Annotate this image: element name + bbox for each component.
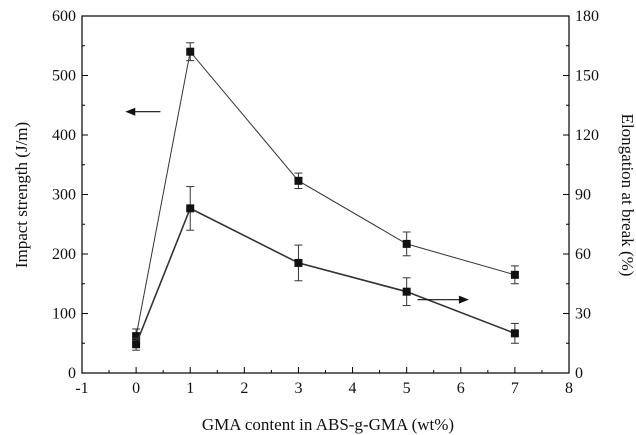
x-axis-title: GMA content in ABS-g-GMA (wt%) [202, 415, 454, 434]
right-y-tick-label: 30 [575, 306, 591, 323]
ticks: -1 0 1 2 3 4 5 6 7 801002003004005006000306090120… [52, 8, 599, 397]
x-tick-label: -1 [75, 380, 88, 397]
left-y-tick-label: 300 [52, 187, 76, 204]
data-point-left [510, 270, 519, 279]
right-y-axis-title: Elongation at break (%) [618, 114, 636, 277]
series-layer [132, 42, 519, 351]
axes [81, 15, 570, 374]
x-tick-label: 8 [565, 380, 573, 397]
data-point-left [186, 47, 195, 56]
data-point-right [402, 287, 411, 296]
right-arrowhead [458, 295, 469, 304]
data-point-left [402, 239, 411, 248]
x-tick-label: 6 [457, 380, 465, 397]
axis-indicator-arrows [125, 107, 469, 304]
series-line-right [135, 207, 516, 345]
right-y-tick-label: 0 [575, 365, 583, 382]
x-tick-label: 7 [511, 380, 519, 397]
x-tick-label: 0 [132, 380, 140, 397]
left-y-tick-label: 200 [52, 246, 76, 263]
data-point-right [510, 329, 519, 338]
x-tick-label: 2 [240, 380, 248, 397]
x-tick-label: 1 [186, 380, 194, 397]
left-y-axis-title: Impact strength (J/m) [12, 122, 31, 268]
left-y-tick-label: 600 [52, 8, 76, 25]
right-y-tick-label: 180 [575, 8, 599, 25]
left-y-tick-label: 100 [52, 306, 76, 323]
x-tick-label: 3 [294, 380, 302, 397]
left-y-tick-label: 500 [52, 68, 76, 85]
data-point-right [186, 204, 195, 213]
plot-frame [81, 15, 570, 374]
data-point-right [294, 258, 303, 267]
data-point-left [132, 332, 141, 341]
right-y-tick-label: 120 [575, 127, 599, 144]
data-point-right [132, 340, 141, 349]
data-point-left [294, 176, 303, 185]
x-tick-label: 4 [349, 380, 357, 397]
left-y-tick-label: 400 [52, 127, 76, 144]
series-line-left [135, 50, 516, 337]
left-y-tick-label: 0 [68, 365, 76, 382]
right-y-tick-label: 60 [575, 246, 591, 263]
right-y-tick-label: 150 [575, 68, 599, 85]
left-arrowhead [125, 107, 136, 116]
right-y-tick-label: 90 [575, 187, 591, 204]
x-tick-label: 5 [403, 380, 411, 397]
